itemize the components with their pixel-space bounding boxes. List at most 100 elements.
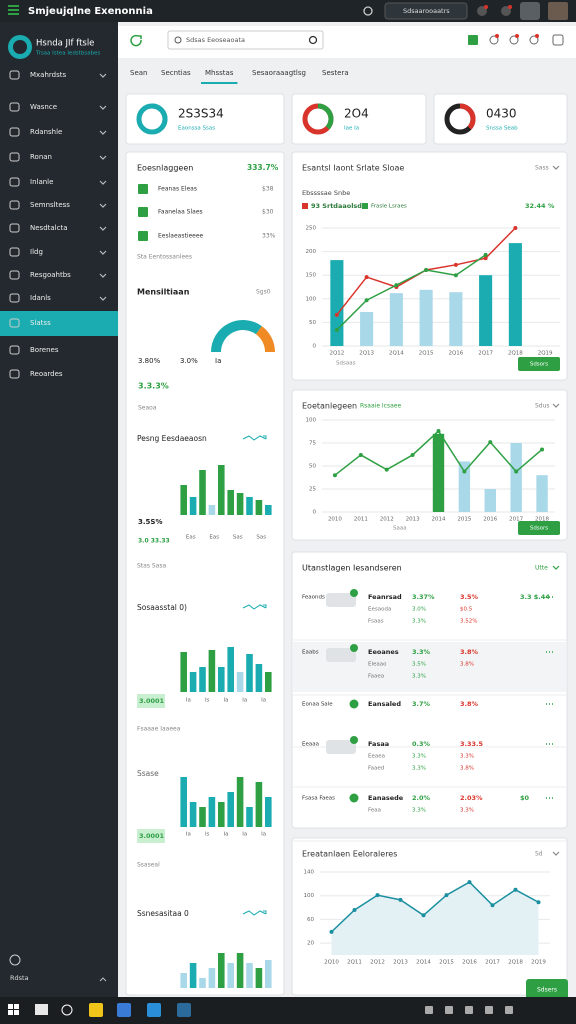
tab[interactable]: Sean — [130, 69, 147, 77]
x-tick-label: 2Q12 — [370, 960, 385, 966]
x-tick-label: 2Q15 — [419, 351, 434, 357]
task-icon[interactable] — [61, 1004, 73, 1016]
start-icon[interactable] — [8, 1004, 13, 1009]
menu-icon[interactable] — [8, 13, 19, 15]
bar — [246, 654, 253, 692]
float-button-label[interactable]: Sdsers — [537, 987, 557, 994]
badge — [535, 34, 539, 38]
y-tick-label: 200 — [306, 249, 317, 255]
row-name[interactable]: Fasaa — [368, 740, 389, 748]
tab-underline — [201, 82, 238, 84]
nav-item[interactable]: Ildg — [30, 248, 43, 256]
notify-icon[interactable] — [477, 6, 487, 16]
chevron — [99, 226, 107, 231]
sidebar-footer[interactable]: Rdsta — [10, 974, 29, 982]
bar — [227, 647, 234, 692]
tab[interactable]: Secntias — [161, 69, 191, 77]
nav-item[interactable]: Borenes — [30, 346, 59, 354]
start-icon[interactable] — [14, 1004, 19, 1009]
search-icon[interactable] — [363, 6, 373, 16]
nav-icon — [9, 152, 20, 162]
header-search[interactable] — [167, 30, 324, 50]
nav-item[interactable]: Ronan — [30, 153, 52, 161]
header-icon[interactable] — [552, 34, 564, 46]
start-icon[interactable] — [14, 1010, 19, 1015]
chart-action[interactable]: Sdus — [535, 403, 550, 410]
row-name[interactable]: Eeoanes — [368, 648, 399, 656]
nav-icon — [9, 369, 20, 379]
bar — [255, 500, 263, 515]
active-item — [0, 311, 118, 336]
nav-item[interactable]: Nesdtalcta — [30, 224, 68, 232]
row-value: 0.3% — [412, 740, 431, 748]
tab[interactable]: Sesaoraaagtlsg — [252, 69, 306, 77]
avatar-photo[interactable] — [548, 2, 568, 20]
task-icon[interactable] — [117, 1003, 131, 1017]
line-point — [536, 900, 541, 905]
menu-icon[interactable] — [8, 9, 19, 11]
search-glass — [174, 36, 182, 44]
chart-button-label[interactable]: Sdsors — [530, 362, 548, 368]
nav-item[interactable]: Mxahrdsts — [30, 71, 66, 79]
nav-item[interactable]: Slatss — [30, 319, 51, 327]
chart-action[interactable]: Sd — [535, 851, 543, 858]
y-tick-label: 250 — [306, 226, 317, 232]
row-name[interactable]: Eanasede — [368, 794, 404, 802]
mini-footer: Stas Sasa — [137, 563, 166, 570]
task-icon[interactable] — [177, 1003, 191, 1017]
line-point — [424, 268, 429, 273]
search-box[interactable] — [384, 2, 468, 20]
task-icon[interactable] — [147, 1003, 161, 1017]
chart-button[interactable] — [518, 357, 560, 371]
product-thumb — [326, 740, 356, 754]
nav-item[interactable]: Semnsltess — [30, 201, 70, 209]
nav-item[interactable]: Rdanshle — [30, 128, 62, 136]
nav-item[interactable]: Inlanle — [30, 178, 53, 186]
menu-icon[interactable] — [8, 5, 19, 7]
mini-footer: Fsaaae Iaaeea — [137, 726, 181, 733]
search-text[interactable]: Sdsaarooaatrs — [403, 7, 450, 15]
row-name[interactable]: Feanrsad — [368, 593, 402, 601]
search-button[interactable] — [308, 35, 318, 45]
header-icon[interactable] — [509, 35, 519, 45]
task-icon[interactable] — [89, 1003, 103, 1017]
bar — [236, 953, 244, 988]
bar — [180, 777, 187, 827]
y-tick-label: 25 — [309, 487, 316, 493]
series-line — [336, 254, 487, 331]
legend-swatch — [362, 203, 368, 209]
gauge-stat: Ia — [215, 357, 221, 365]
table-action[interactable]: Utte — [535, 565, 548, 572]
tab[interactable]: Sestera — [322, 69, 349, 77]
bar — [199, 807, 206, 827]
start-icon[interactable] — [8, 1010, 13, 1015]
bar-label: Eas — [186, 535, 196, 541]
row-name[interactable]: Eansaled — [368, 700, 401, 708]
nav-item[interactable]: Reoardes — [30, 370, 63, 378]
mini-title: Pesng Eesdaeaosn — [137, 434, 207, 443]
x-tick-label: 2016 — [483, 517, 497, 523]
float-button[interactable] — [526, 979, 568, 1001]
card — [125, 93, 285, 145]
nav-item[interactable]: Idanls — [30, 294, 51, 302]
notify-icon[interactable] — [501, 6, 511, 16]
product-dot — [350, 589, 358, 597]
bar — [432, 433, 445, 512]
task-icon[interactable] — [35, 1004, 48, 1015]
chevron — [552, 565, 560, 570]
header-icon[interactable] — [489, 35, 499, 45]
header-icon[interactable] — [529, 35, 539, 45]
header-search-text[interactable]: Sdsas Eeoseaoata — [186, 36, 245, 44]
mini-footer: Ssaseal — [137, 862, 160, 869]
tab[interactable]: Mhsstas — [205, 69, 234, 77]
bar — [265, 960, 272, 988]
header-icon[interactable] — [468, 35, 478, 45]
nav-item[interactable]: Resgoahtbs — [30, 271, 71, 279]
chart-action[interactable]: Sass — [535, 165, 549, 172]
nav-item[interactable]: Wasnce — [30, 103, 57, 111]
chart-button[interactable] — [518, 521, 560, 535]
avatar[interactable] — [520, 2, 540, 20]
chart-button-label[interactable]: Sdsors — [530, 526, 548, 532]
